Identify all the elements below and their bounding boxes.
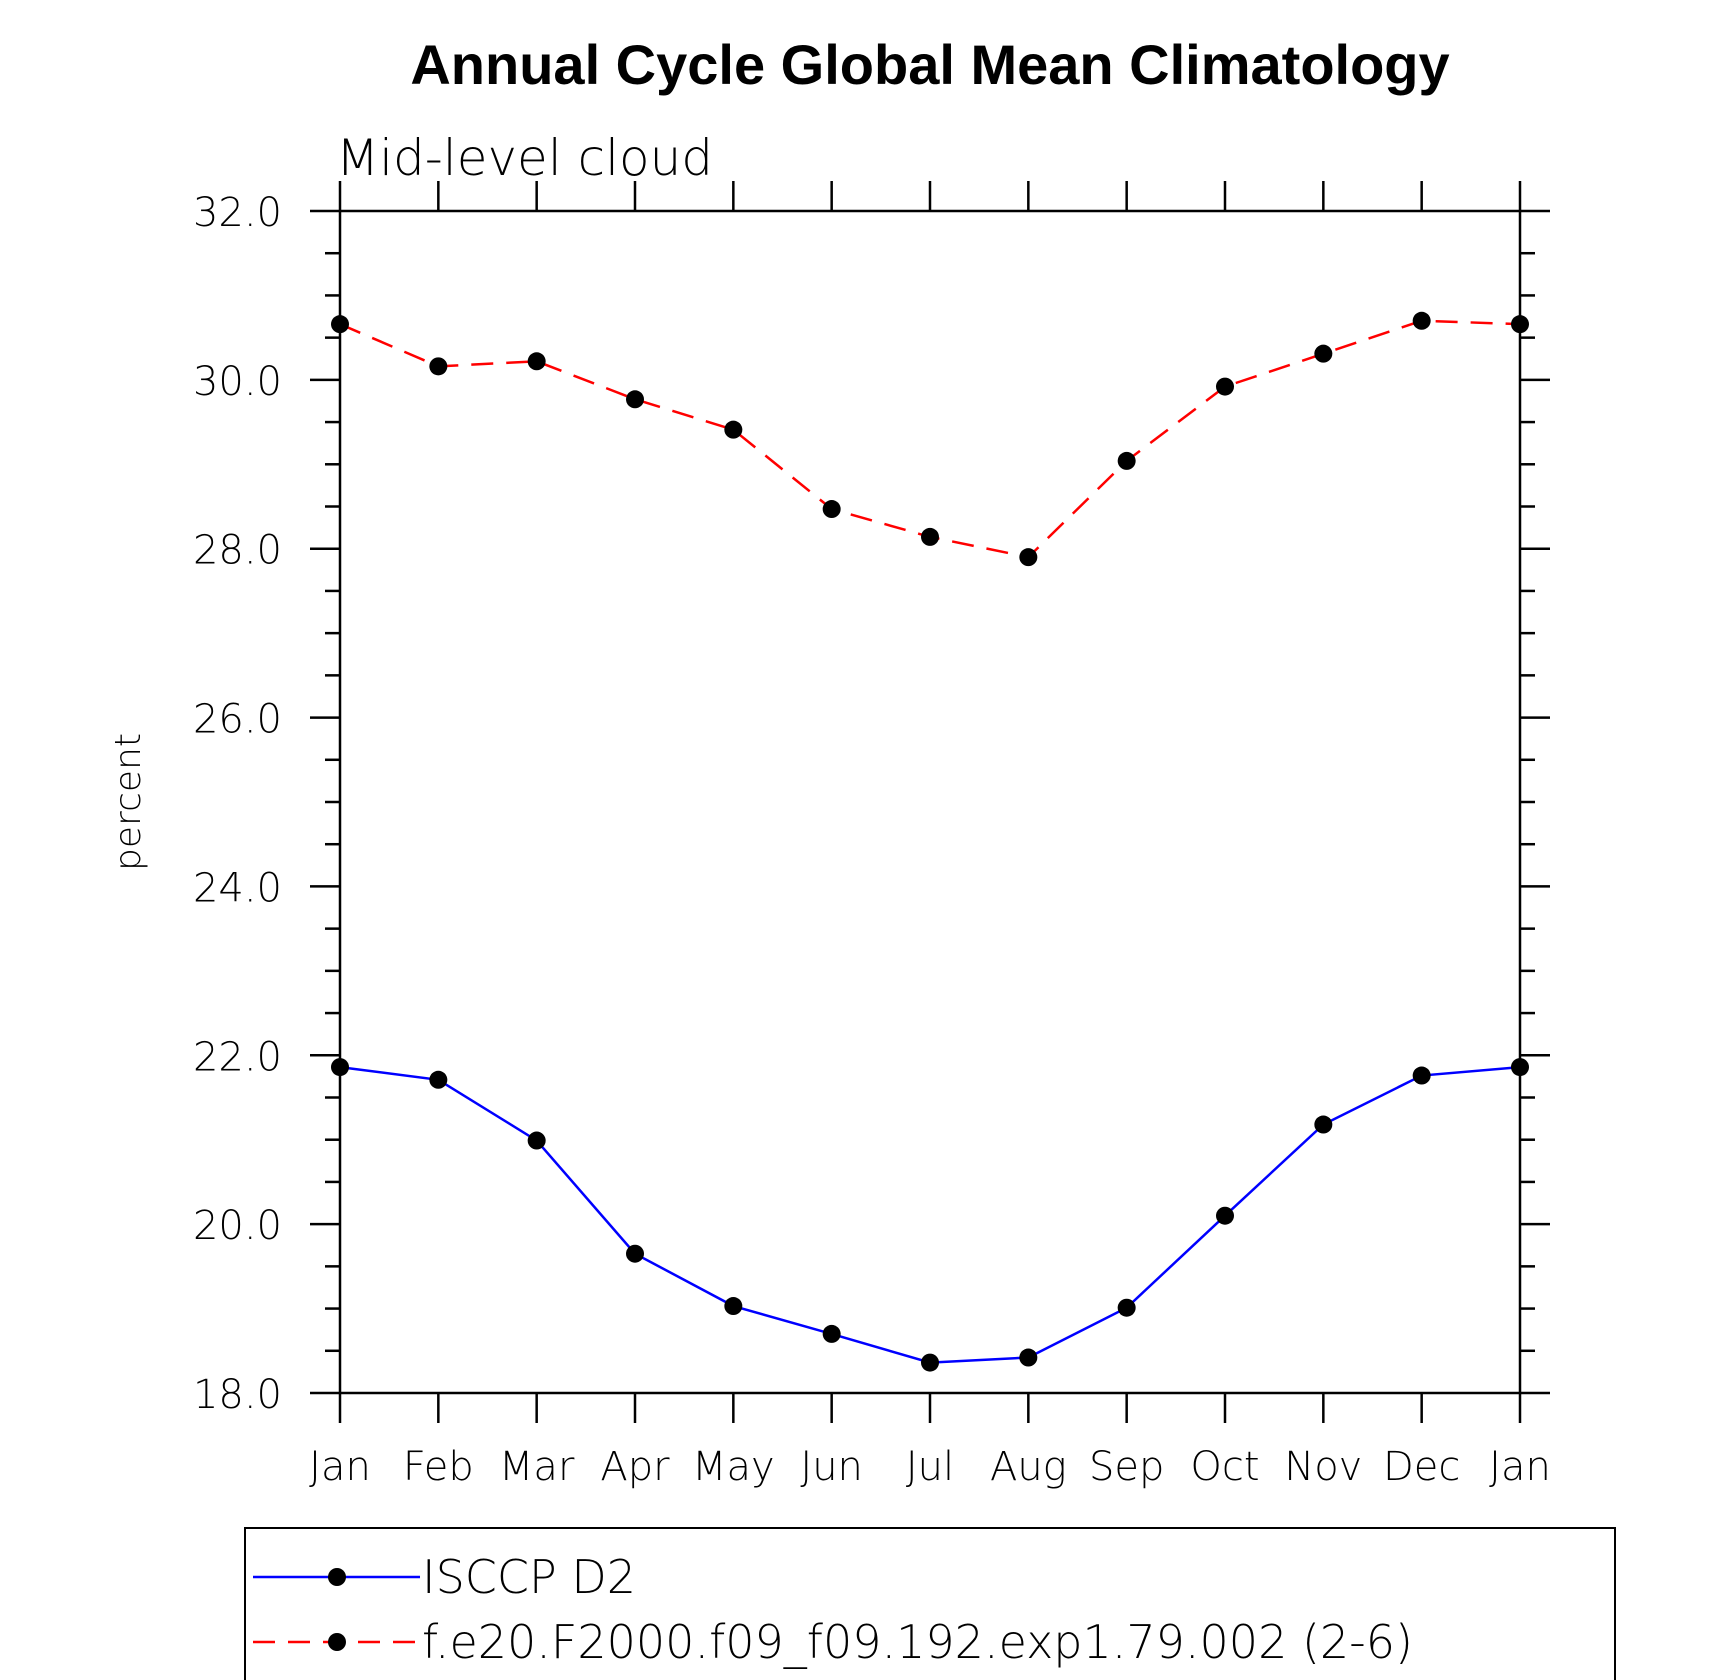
- x-tick-label: Nov: [1284, 1444, 1362, 1490]
- series-line: [339, 319, 1521, 559]
- legend: ISCCP D2 f.e20.F2000.f09_f09.192.exp1.79.…: [244, 1527, 1616, 1680]
- data-point: [626, 390, 644, 409]
- data-point: [1019, 1348, 1038, 1367]
- x-tick-label: Sep: [1089, 1444, 1164, 1490]
- series-line: [339, 1065, 1521, 1364]
- data-point: [1511, 315, 1529, 334]
- series-0: [331, 1058, 1529, 1372]
- data-point: [1314, 1115, 1333, 1134]
- data-point: [331, 1058, 349, 1077]
- data-point: [1412, 311, 1431, 330]
- x-tick-label: Oct: [1190, 1444, 1259, 1490]
- legend-label: ISCCP D2: [422, 1550, 636, 1604]
- data-point: [1117, 1298, 1136, 1317]
- data-point: [1314, 344, 1333, 363]
- data-point: [527, 1131, 546, 1150]
- data-point: [724, 1297, 743, 1316]
- x-tick-labels: Jan Feb Mar Apr May Jun Jul Aug Sep Oct Nov Dec Jan: [309, 1444, 1551, 1490]
- axis-ticks: [310, 181, 1550, 1423]
- y-tick-label: 28.0: [193, 528, 282, 574]
- legend-label: f.e20.F2000.f09_f09.192.exp1.79.002 (2-6…: [422, 1615, 1413, 1669]
- data-point: [1019, 548, 1038, 567]
- x-tick-label: May: [692, 1444, 775, 1490]
- legend-item: f.e20.F2000.f09_f09.192.exp1.79.002 (2-6…: [253, 1615, 1413, 1669]
- y-tick-label: 24.0: [193, 865, 282, 911]
- y-axis-label: percent: [108, 733, 149, 871]
- data-point: [429, 357, 448, 376]
- data-point: [822, 1324, 841, 1343]
- x-tick-label: Jan: [309, 1444, 371, 1490]
- x-tick-label: Aug: [990, 1444, 1067, 1490]
- data-point: [724, 420, 743, 439]
- legend-marker: [328, 1568, 346, 1586]
- plot-frame: [338, 209, 1522, 1395]
- data-point: [921, 1353, 939, 1372]
- data-point: [527, 352, 546, 371]
- data-point: [626, 1244, 644, 1263]
- legend-entries: ISCCP D2 f.e20.F2000.f09_f09.192.exp1.79.…: [253, 1550, 1413, 1669]
- data-point: [822, 500, 841, 519]
- data-point: [921, 527, 939, 546]
- y-tick-label: 18.0: [193, 1372, 282, 1418]
- legend-box: [244, 1527, 1616, 1680]
- y-tick-label: 22.0: [193, 1034, 282, 1080]
- x-tick-label: Feb: [403, 1444, 474, 1490]
- series-layer: [331, 311, 1529, 1372]
- data-point: [1216, 377, 1234, 396]
- y-tick-label: 30.0: [193, 359, 282, 405]
- data-point: [429, 1070, 448, 1089]
- y-tick-label: 32.0: [193, 190, 282, 236]
- x-tick-label: Jun: [800, 1444, 863, 1490]
- data-point: [331, 315, 349, 334]
- y-tick-label: 26.0: [193, 697, 282, 743]
- legend-item: ISCCP D2: [253, 1550, 636, 1604]
- chart-subtitle: Mid-level cloud: [336, 129, 713, 187]
- legend-marker: [328, 1633, 346, 1651]
- y-tick-label: 20.0: [193, 1203, 282, 1249]
- data-point: [1412, 1066, 1431, 1085]
- series-1: [331, 311, 1529, 567]
- x-tick-label: Mar: [499, 1444, 575, 1490]
- x-tick-label: Jul: [906, 1444, 954, 1490]
- x-tick-label: Dec: [1383, 1444, 1460, 1490]
- y-tick-labels: 18.0 20.0 22.0 24.0 26.0 28.0 30.0 32.0: [193, 190, 282, 1418]
- x-tick-label: Jan: [1489, 1444, 1551, 1490]
- chart-title: Annual Cycle Global Mean Climatology: [410, 33, 1449, 96]
- data-point: [1117, 451, 1136, 470]
- x-tick-label: Apr: [600, 1444, 670, 1490]
- data-point: [1511, 1058, 1529, 1077]
- data-point: [1216, 1206, 1234, 1225]
